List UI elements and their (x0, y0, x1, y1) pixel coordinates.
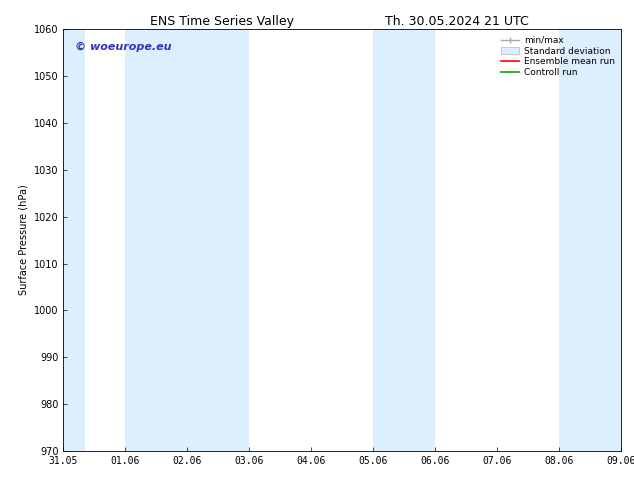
Bar (559, 29, 634, 451)
Text: Th. 30.05.2024 21 UTC: Th. 30.05.2024 21 UTC (385, 15, 528, 28)
Bar (63, 29, 85, 451)
Legend: min/max, Standard deviation, Ensemble mean run, Controll run: min/max, Standard deviation, Ensemble me… (500, 34, 617, 79)
Bar (373, 29, 436, 451)
Text: © woeurope.eu: © woeurope.eu (75, 42, 171, 52)
Y-axis label: Surface Pressure (hPa): Surface Pressure (hPa) (18, 185, 29, 295)
Text: ENS Time Series Valley: ENS Time Series Valley (150, 15, 294, 28)
Bar (126, 29, 249, 451)
